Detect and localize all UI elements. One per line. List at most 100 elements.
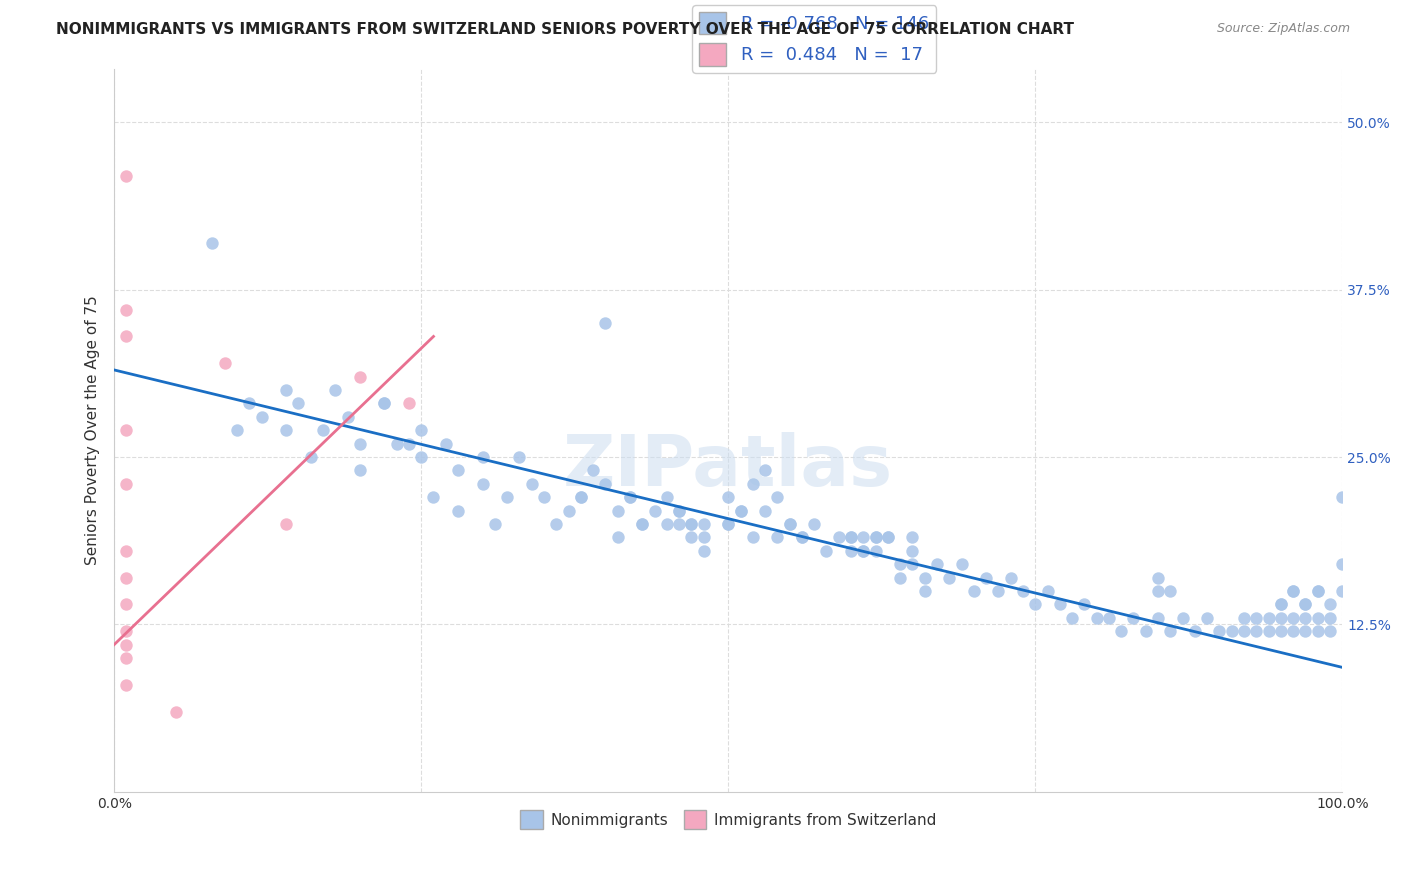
Point bbox=[925, 558, 948, 572]
Point bbox=[1073, 598, 1095, 612]
Point bbox=[655, 490, 678, 504]
Point bbox=[901, 558, 924, 572]
Point bbox=[115, 624, 138, 639]
Point bbox=[668, 503, 690, 517]
Point bbox=[1122, 611, 1144, 625]
Point bbox=[349, 369, 371, 384]
Point bbox=[987, 584, 1010, 599]
Point bbox=[299, 450, 322, 464]
Point bbox=[1171, 611, 1194, 625]
Point bbox=[1012, 584, 1035, 599]
Point bbox=[974, 571, 997, 585]
Point bbox=[865, 544, 887, 558]
Point bbox=[115, 476, 138, 491]
Point bbox=[533, 490, 555, 504]
Point bbox=[373, 396, 395, 410]
Point bbox=[238, 396, 260, 410]
Point bbox=[1257, 611, 1279, 625]
Point bbox=[214, 356, 236, 370]
Y-axis label: Seniors Poverty Over the Age of 75: Seniors Poverty Over the Age of 75 bbox=[86, 295, 100, 566]
Point bbox=[655, 516, 678, 531]
Point bbox=[914, 571, 936, 585]
Point bbox=[754, 503, 776, 517]
Point bbox=[1294, 624, 1316, 639]
Point bbox=[1233, 611, 1256, 625]
Point bbox=[828, 530, 851, 544]
Point bbox=[595, 316, 617, 330]
Point bbox=[1246, 611, 1268, 625]
Point bbox=[115, 329, 138, 343]
Point bbox=[323, 383, 346, 397]
Point bbox=[1270, 611, 1292, 625]
Point bbox=[1085, 611, 1108, 625]
Point bbox=[950, 558, 973, 572]
Point bbox=[411, 423, 433, 437]
Point bbox=[274, 383, 297, 397]
Point bbox=[766, 490, 789, 504]
Point bbox=[901, 544, 924, 558]
Point bbox=[115, 544, 138, 558]
Point bbox=[201, 235, 224, 250]
Point bbox=[582, 463, 605, 477]
Point bbox=[1331, 558, 1354, 572]
Point bbox=[779, 516, 801, 531]
Point bbox=[1306, 624, 1329, 639]
Point bbox=[398, 396, 420, 410]
Point bbox=[484, 516, 506, 531]
Point bbox=[852, 544, 875, 558]
Point bbox=[422, 490, 444, 504]
Point bbox=[1147, 611, 1170, 625]
Point bbox=[1319, 611, 1341, 625]
Point bbox=[876, 530, 898, 544]
Point bbox=[115, 302, 138, 317]
Point bbox=[865, 530, 887, 544]
Point bbox=[876, 530, 898, 544]
Point bbox=[681, 516, 703, 531]
Point bbox=[115, 651, 138, 665]
Point bbox=[115, 598, 138, 612]
Point bbox=[434, 436, 457, 450]
Point bbox=[631, 516, 654, 531]
Point bbox=[717, 490, 740, 504]
Point bbox=[398, 436, 420, 450]
Point bbox=[644, 503, 666, 517]
Point bbox=[1282, 584, 1305, 599]
Point bbox=[865, 530, 887, 544]
Point bbox=[1246, 624, 1268, 639]
Point bbox=[681, 516, 703, 531]
Point bbox=[717, 516, 740, 531]
Point bbox=[496, 490, 519, 504]
Point bbox=[1270, 598, 1292, 612]
Point bbox=[754, 463, 776, 477]
Point bbox=[839, 530, 862, 544]
Point bbox=[1257, 624, 1279, 639]
Point bbox=[1306, 611, 1329, 625]
Text: ZIPatlas: ZIPatlas bbox=[564, 432, 893, 501]
Point bbox=[1282, 584, 1305, 599]
Point bbox=[779, 516, 801, 531]
Point bbox=[349, 463, 371, 477]
Point bbox=[938, 571, 960, 585]
Point bbox=[557, 503, 579, 517]
Point bbox=[963, 584, 986, 599]
Point bbox=[1282, 624, 1305, 639]
Point bbox=[741, 530, 763, 544]
Point bbox=[1024, 598, 1046, 612]
Point bbox=[336, 409, 359, 424]
Legend: Nonimmigrants, Immigrants from Switzerland: Nonimmigrants, Immigrants from Switzerla… bbox=[513, 804, 942, 835]
Point bbox=[1319, 624, 1341, 639]
Point bbox=[546, 516, 568, 531]
Point bbox=[1319, 598, 1341, 612]
Point bbox=[619, 490, 641, 504]
Point bbox=[312, 423, 335, 437]
Point bbox=[790, 530, 813, 544]
Text: Source: ZipAtlas.com: Source: ZipAtlas.com bbox=[1216, 22, 1350, 36]
Point bbox=[1294, 611, 1316, 625]
Point bbox=[569, 490, 592, 504]
Point bbox=[274, 516, 297, 531]
Point bbox=[1062, 611, 1084, 625]
Point bbox=[1306, 584, 1329, 599]
Point bbox=[1294, 598, 1316, 612]
Point bbox=[692, 530, 714, 544]
Point bbox=[692, 544, 714, 558]
